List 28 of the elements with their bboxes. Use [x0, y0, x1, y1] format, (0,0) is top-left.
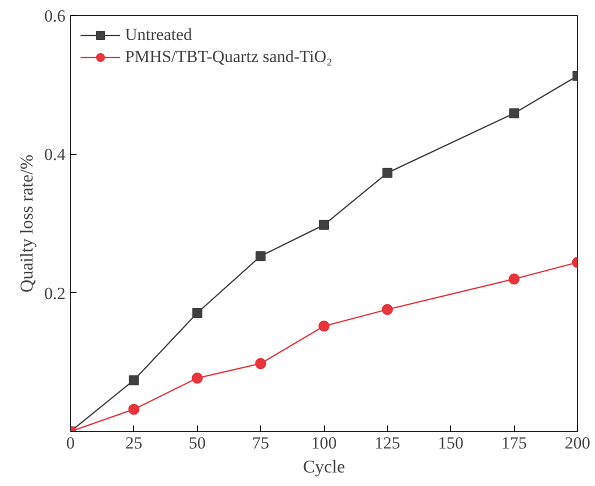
y-tick-label: 0.6 [44, 6, 66, 26]
x-tick-label: 150 [438, 434, 464, 452]
x-tick-label: 200 [564, 434, 590, 452]
y-tick-label: 0.2 [44, 284, 66, 303]
point [319, 220, 329, 230]
x-tick-label: 125 [374, 434, 400, 452]
x-tick-label: 25 [125, 434, 142, 452]
x-tick-label: 100 [311, 434, 337, 452]
y-tick-label: 0.4 [44, 145, 66, 164]
point [255, 358, 266, 370]
y-axis-title: Quailty loss rate/% [16, 154, 36, 292]
x-axis-title: Cycle [303, 456, 346, 476]
x-tick-label: 175 [501, 434, 527, 452]
point [508, 273, 520, 284]
point [192, 372, 203, 384]
x-tick-label: 0 [66, 434, 75, 452]
point [382, 168, 392, 178]
point [192, 308, 202, 318]
point [509, 108, 520, 118]
x-tick-label: 50 [188, 434, 206, 452]
point [256, 251, 266, 262]
x-tick-label: 75 [252, 434, 270, 452]
point [128, 375, 139, 386]
point [318, 320, 330, 332]
legend-label: PMHS/TBT-Quartz sand-TiO₂ [125, 47, 332, 67]
point [382, 304, 393, 315]
legend-label: Untreated [125, 25, 192, 45]
point [128, 404, 140, 415]
